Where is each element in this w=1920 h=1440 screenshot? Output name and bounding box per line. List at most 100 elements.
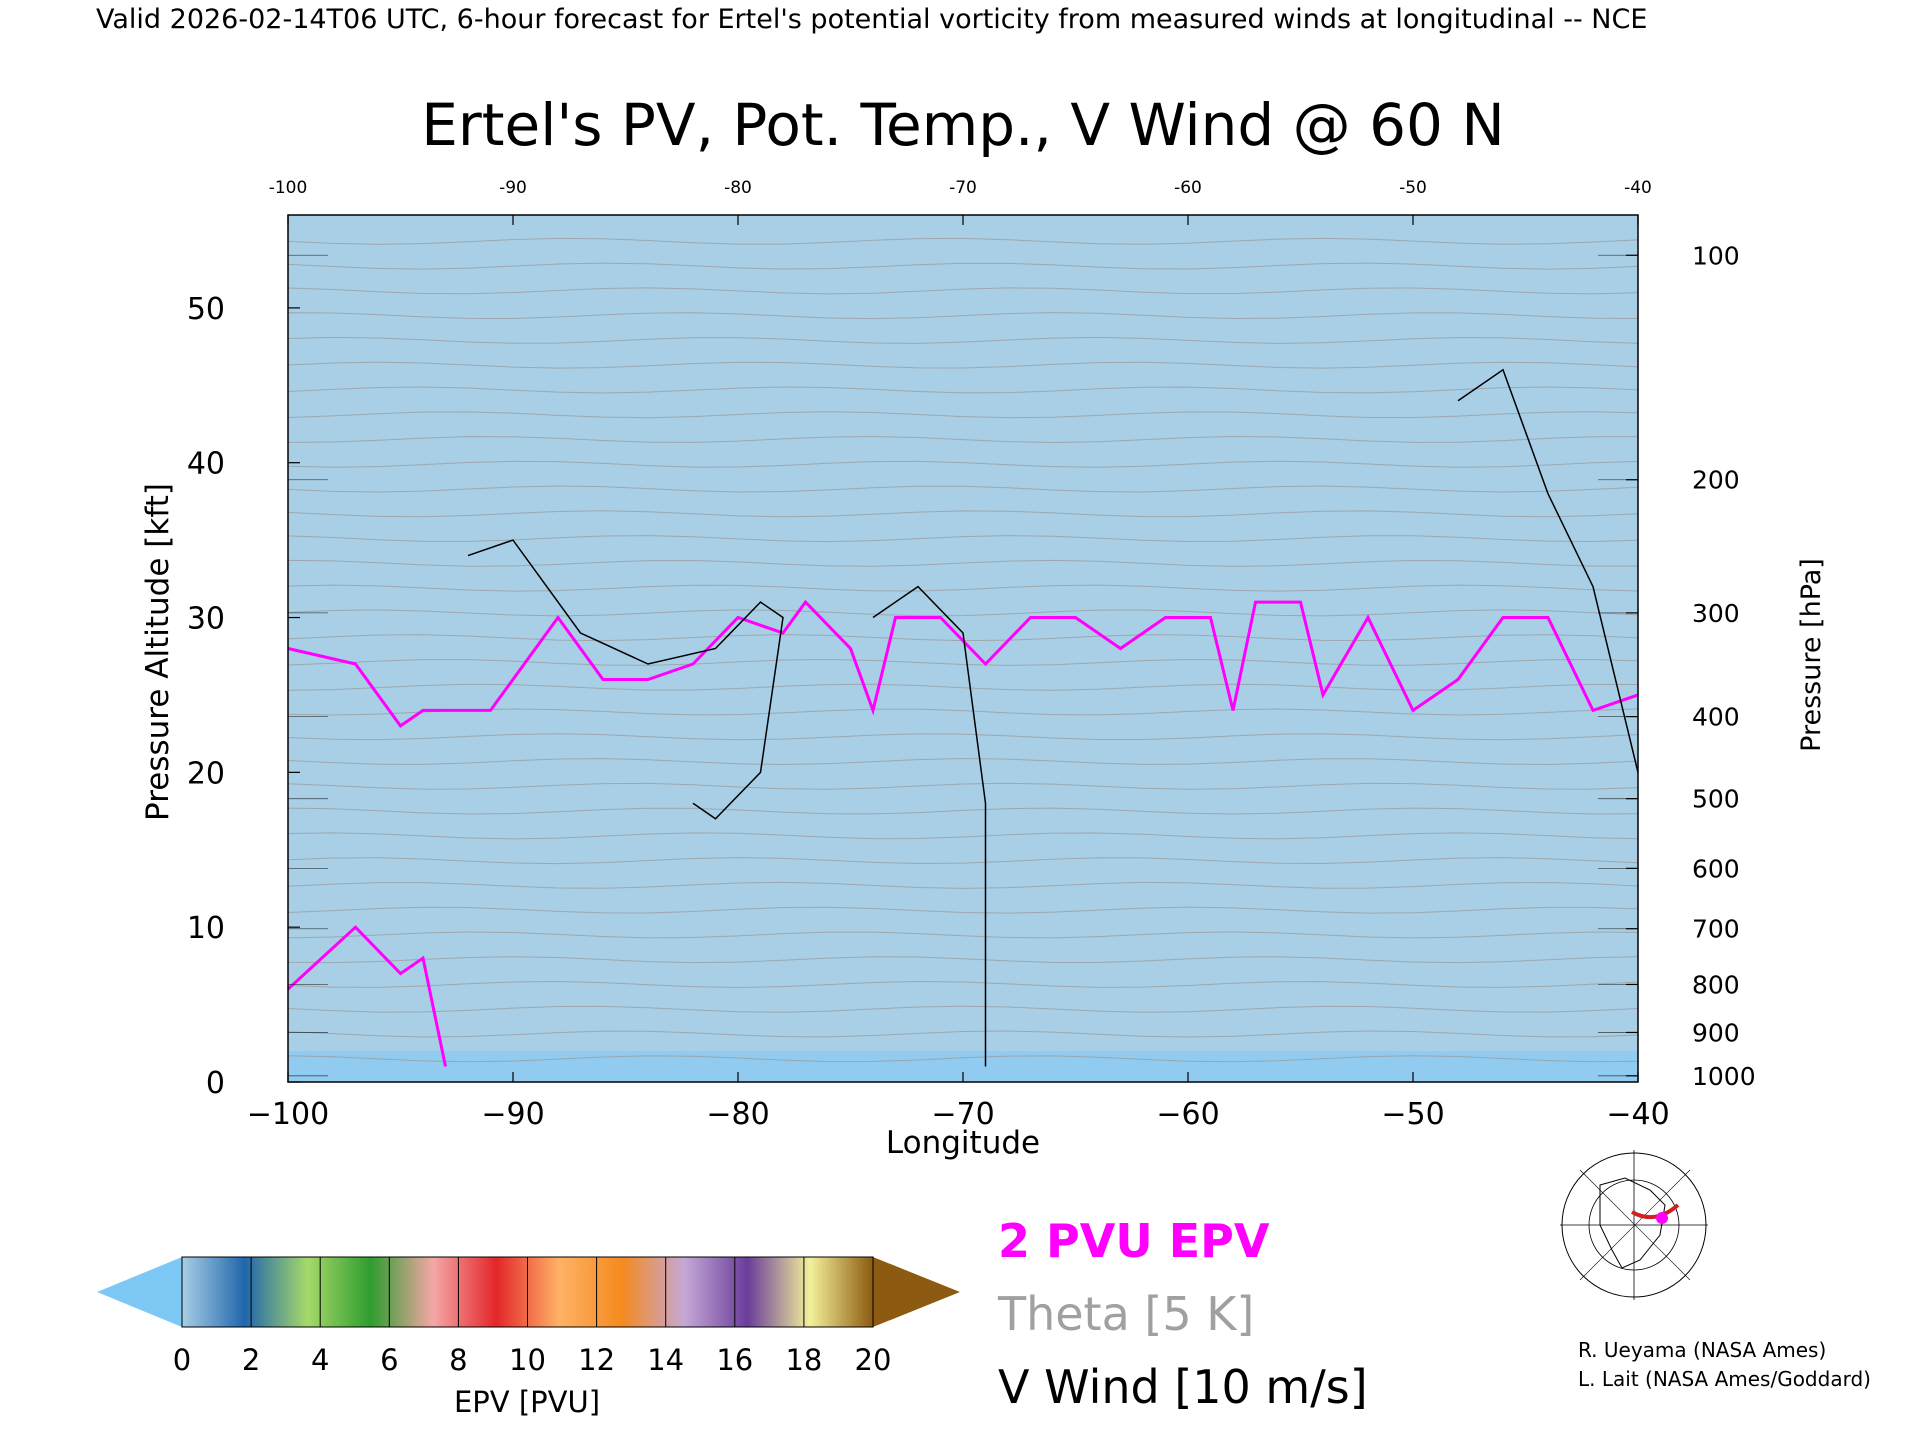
x-tick-label-top: -90 <box>499 178 527 198</box>
pressure-tick-label: 800 <box>1692 970 1740 999</box>
y-axis-label-right: Pressure [hPa] <box>1796 558 1827 752</box>
locator-map-icon <box>1537 1150 1731 1300</box>
theta-contour <box>288 262 1638 270</box>
colorbar-tick-label: 2 <box>242 1343 260 1377</box>
theta-contour <box>288 386 1638 394</box>
theta-contour <box>288 857 1638 865</box>
theta-contour <box>288 237 1638 245</box>
pressure-tick-label: 100 <box>1692 241 1740 270</box>
theta-contour <box>288 782 1638 790</box>
x-tick-label-top: -80 <box>724 178 752 198</box>
x-tick-label: −50 <box>1381 1097 1444 1132</box>
x-tick-label-top: -70 <box>949 178 977 198</box>
pressure-tick-label: 500 <box>1692 785 1740 814</box>
theta-contour <box>288 807 1638 815</box>
colorbar-under-arrow <box>97 1257 182 1327</box>
legend-item-theta: Theta [5 K] <box>997 1287 1254 1341</box>
theta-contour <box>288 535 1638 543</box>
pressure-tick-label: 200 <box>1692 466 1740 495</box>
colorbar-tick-label: 20 <box>855 1343 892 1377</box>
theta-contour <box>288 881 1638 889</box>
theta-contour <box>288 411 1638 419</box>
x-tick-label: −90 <box>481 1097 544 1132</box>
colorbar-label: EPV [PVU] <box>454 1385 600 1419</box>
theta-contour <box>288 906 1638 914</box>
y-tick-label: 30 <box>187 602 225 637</box>
pressure-tick-label: 900 <box>1692 1018 1740 1047</box>
plot-area <box>288 215 1638 1082</box>
x-tick-label: −60 <box>1156 1097 1219 1132</box>
colorbar-tick-label: 12 <box>578 1343 615 1377</box>
credit-line-1: R. Ueyama (NASA Ames) <box>1578 1338 1826 1362</box>
theta-contour <box>288 336 1638 344</box>
theta-contour <box>288 559 1638 567</box>
y-axis-right: 100 200 300 400 500 600 700 800 900 1000 <box>1626 241 1756 1091</box>
colorbar-tick-label: 0 <box>173 1343 191 1377</box>
y-tick-label: 40 <box>187 447 225 482</box>
y-axis-label-left: Pressure Altitude [kft] <box>140 483 176 821</box>
header-line: Valid 2026-02-14T06 UTC, 6-hour forecast… <box>96 4 1647 35</box>
theta-contour <box>288 1005 1638 1013</box>
credit-line-2: L. Lait (NASA Ames/Goddard) <box>1578 1367 1871 1391</box>
colorbar-tick-label: 6 <box>380 1343 398 1377</box>
colorbar-tick-label: 10 <box>509 1343 546 1377</box>
theta-contour <box>288 460 1638 468</box>
legend: 2 PVU EPV Theta [5 K] V Wind [10 m/s] <box>997 1214 1368 1414</box>
x-axis-bottom: −100 −90 −80 −70 −60 −50 −40 <box>247 1072 1670 1132</box>
theta-contour <box>288 832 1638 840</box>
theta-contour <box>288 931 1638 939</box>
tropopause-2pvu-line <box>287 599 1639 728</box>
x-tick-label-top: -100 <box>269 178 308 198</box>
theta-contour <box>288 956 1638 964</box>
theta-contour <box>288 1055 1638 1063</box>
theta-contours <box>288 237 1638 1063</box>
theta-contour <box>288 361 1638 369</box>
y-axis-left: 0 10 20 30 40 50 <box>187 292 300 1101</box>
colorbar: 0 2 4 6 8 10 12 14 16 18 20 EPV [PVU] <box>97 1256 960 1419</box>
y-tick-label: 20 <box>187 756 225 791</box>
theta-contour <box>288 312 1638 320</box>
theta-contour <box>288 510 1638 518</box>
colorbar-tick-label: 16 <box>716 1343 753 1377</box>
pressure-tick-label: 400 <box>1692 703 1740 732</box>
theta-contour <box>288 683 1638 691</box>
theta-contour <box>288 287 1638 295</box>
theta-contour <box>288 436 1638 443</box>
x-tick-label: −80 <box>706 1097 769 1132</box>
x-tick-label-top: -60 <box>1174 178 1202 198</box>
v-wind-contour <box>467 539 784 820</box>
x-axis-top: -100 -90 -80 -70 -60 -50 -40 <box>269 178 1652 225</box>
colorbar-tick-label: 4 <box>311 1343 329 1377</box>
theta-contour <box>288 485 1638 493</box>
x-tick-label-top: -40 <box>1624 178 1652 198</box>
colorbar-tick-label: 14 <box>647 1343 684 1377</box>
colorbar-tick-label: 8 <box>449 1343 467 1377</box>
theta-contour <box>288 733 1638 741</box>
pressure-tick-label: 600 <box>1692 854 1740 883</box>
pressure-tick-label: 300 <box>1692 599 1740 628</box>
theta-contour <box>288 658 1638 666</box>
theta-contour <box>288 980 1638 988</box>
theta-contour <box>288 609 1638 617</box>
colorbar-tick-label: 18 <box>785 1343 822 1377</box>
x-axis-label: Longitude <box>886 1125 1040 1161</box>
tropopause-2pvu-low-line <box>286 925 447 1067</box>
v-wind-contour <box>872 585 987 1067</box>
y-tick-label: 0 <box>206 1066 225 1101</box>
x-tick-label: −70 <box>931 1097 994 1132</box>
x-tick-label: −40 <box>1606 1097 1669 1132</box>
pressure-tick-label: 1000 <box>1692 1062 1756 1091</box>
colorbar-over-arrow <box>873 1257 960 1327</box>
theta-contour <box>288 758 1638 766</box>
x-tick-label-top: -50 <box>1399 178 1427 198</box>
x-tick-label: −100 <box>247 1097 329 1132</box>
y-tick-label: 10 <box>187 911 225 946</box>
y-tick-label: 50 <box>187 292 225 327</box>
v-wind-contour <box>1457 368 1639 773</box>
theta-contour <box>288 584 1638 592</box>
pressure-tick-lines <box>288 254 1638 1077</box>
epv-field <box>288 215 1638 1082</box>
chart-title: Ertel's PV, Pot. Temp., V Wind @ 60 N <box>421 91 1504 159</box>
theta-contour <box>288 634 1638 642</box>
